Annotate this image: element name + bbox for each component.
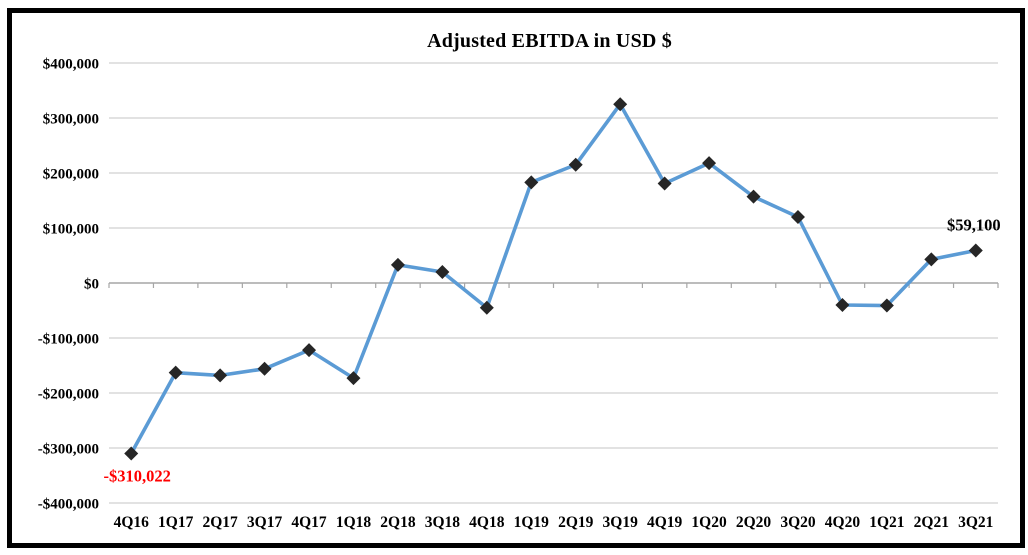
- data-label: $59,100: [947, 215, 1001, 234]
- data-point-marker: [213, 368, 228, 383]
- y-axis-label: $300,000: [43, 112, 99, 128]
- x-axis-label: 1Q21: [869, 514, 904, 531]
- data-point-marker: [257, 361, 272, 376]
- x-axis-label: 4Q19: [647, 514, 683, 531]
- x-axis-label: 3Q21: [958, 514, 993, 531]
- data-point-marker: [613, 97, 628, 112]
- data-point-marker: [790, 210, 805, 224]
- y-axis-label: $200,000: [43, 167, 99, 183]
- x-axis-label: 3Q20: [780, 514, 816, 531]
- x-axis-label: 4Q18: [469, 514, 505, 531]
- data-point-marker: [702, 156, 717, 171]
- y-axis-label: -$100,000: [38, 332, 99, 348]
- data-point-marker: [390, 257, 405, 272]
- x-axis-label: 3Q17: [247, 514, 283, 531]
- y-axis-label: -$300,000: [38, 442, 99, 458]
- data-point-marker: [568, 157, 583, 172]
- y-axis-label: $100,000: [43, 222, 99, 238]
- data-point-marker: [835, 298, 850, 312]
- data-point-marker: [124, 446, 139, 461]
- series-line: [129, 102, 978, 456]
- x-axis-label: 3Q18: [425, 514, 461, 531]
- x-axis-label: 2Q21: [914, 514, 949, 531]
- data-point-marker: [435, 265, 450, 279]
- x-axis-label: 1Q20: [691, 514, 727, 531]
- x-axis-label: 4Q20: [825, 514, 861, 531]
- x-axis-label: 2Q17: [202, 514, 238, 531]
- data-label: -$310,022: [104, 467, 171, 486]
- x-axis-label: 2Q18: [380, 514, 416, 531]
- x-axis-label: 4Q17: [291, 514, 327, 531]
- data-point-marker: [346, 371, 361, 386]
- data-point-marker: [302, 343, 317, 358]
- chart-title: Adjusted EBITDA in USD $: [427, 30, 672, 52]
- y-axis-label: -$400,000: [38, 497, 99, 513]
- data-point-marker: [924, 252, 939, 267]
- y-axis-label: $400,000: [43, 57, 99, 73]
- x-axis-label: 1Q17: [158, 514, 194, 531]
- x-axis-label: 2Q19: [558, 514, 594, 531]
- data-point-marker: [657, 176, 672, 191]
- x-axis-label: 1Q19: [514, 514, 550, 531]
- x-axis-label: 2Q20: [736, 514, 772, 531]
- data-point-marker: [524, 175, 539, 190]
- data-point-marker: [746, 189, 761, 204]
- y-axis-label: $0: [84, 277, 99, 293]
- x-axis-label: 4Q16: [114, 514, 150, 531]
- data-point-marker: [168, 365, 183, 380]
- x-axis-label: 1Q18: [336, 514, 372, 531]
- data-point-marker: [968, 243, 983, 258]
- chart-frame: [7, 8, 1025, 548]
- data-point-marker: [879, 298, 894, 313]
- data-point-marker: [479, 300, 494, 315]
- y-axis-label: -$200,000: [38, 387, 99, 403]
- x-axis-label: 3Q19: [603, 514, 639, 531]
